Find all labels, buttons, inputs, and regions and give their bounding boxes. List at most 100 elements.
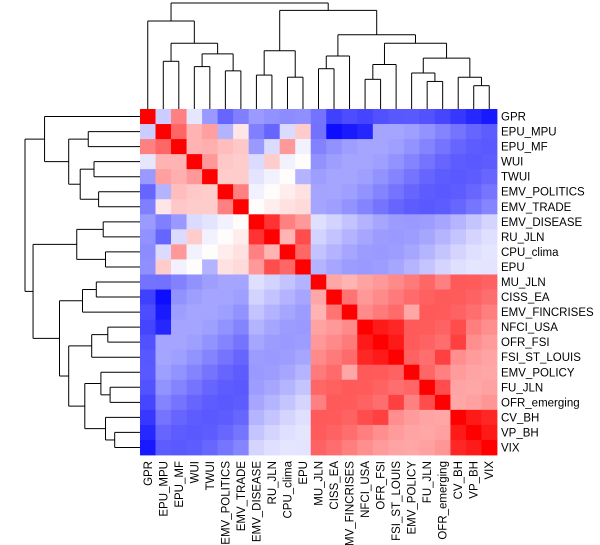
heatmap-cell-1-20 bbox=[450, 124, 467, 140]
heatmap-cell-19-21 bbox=[465, 394, 482, 411]
heatmap-cell-3-12 bbox=[326, 154, 343, 170]
heatmap-cell-2-11 bbox=[310, 139, 327, 155]
heatmap-cell-5-20 bbox=[450, 184, 467, 200]
heatmap-cell-16-8 bbox=[264, 349, 281, 366]
heatmap-cell-3-14 bbox=[357, 154, 374, 170]
heatmap-cell-17-13 bbox=[341, 364, 358, 381]
heatmap-cell-18-14 bbox=[357, 379, 374, 396]
heatmap-cell-21-3 bbox=[186, 424, 203, 441]
heatmap-cell-17-3 bbox=[186, 364, 203, 381]
heatmap-cell-21-5 bbox=[217, 424, 234, 441]
heatmap-cell-16-1 bbox=[155, 349, 172, 366]
column-label-1: EPU_MPU bbox=[158, 461, 170, 517]
heatmap-cell-10-9 bbox=[279, 259, 296, 275]
heatmap-cell-13-21 bbox=[465, 304, 482, 321]
heatmap-cell-16-16 bbox=[388, 349, 405, 366]
heatmap-cell-14-6 bbox=[233, 319, 250, 336]
column-label-17: EMV_POLICY bbox=[407, 461, 419, 535]
heatmap-cell-10-22 bbox=[481, 259, 498, 275]
heatmap-cell-7-3 bbox=[186, 214, 203, 230]
heatmap-cell-11-13 bbox=[341, 274, 358, 290]
heatmap-cell-20-20 bbox=[450, 409, 467, 426]
heatmap-cell-0-18 bbox=[419, 109, 436, 125]
heatmap-cell-19-12 bbox=[326, 394, 343, 411]
heatmap-cell-9-11 bbox=[310, 244, 327, 260]
heatmap-cell-15-12 bbox=[326, 334, 343, 351]
heatmap-cell-9-14 bbox=[357, 244, 374, 260]
heatmap-cell-0-0 bbox=[140, 109, 156, 125]
heatmap-cell-15-22 bbox=[481, 334, 498, 351]
heatmap-cell-17-8 bbox=[264, 364, 281, 381]
heatmap-cell-16-17 bbox=[403, 349, 420, 366]
heatmap-cell-7-14 bbox=[357, 214, 374, 230]
heatmap-cell-16-14 bbox=[357, 349, 374, 366]
heatmap-cell-14-16 bbox=[388, 319, 405, 336]
heatmap-cell-8-9 bbox=[279, 229, 296, 245]
heatmap-cell-22-5 bbox=[217, 439, 234, 456]
heatmap-cell-6-17 bbox=[403, 199, 420, 215]
heatmap-cell-21-18 bbox=[419, 424, 436, 441]
heatmap-cell-11-7 bbox=[248, 274, 265, 290]
heatmap-cell-13-12 bbox=[326, 304, 343, 321]
heatmap-cell-9-4 bbox=[202, 244, 219, 260]
heatmap-cell-5-5 bbox=[217, 184, 234, 200]
heatmap-cell-16-19 bbox=[434, 349, 451, 366]
heatmap-cell-3-0 bbox=[140, 154, 156, 170]
heatmap-cell-19-11 bbox=[310, 394, 327, 411]
heatmap-cell-6-0 bbox=[140, 199, 156, 215]
row-label-22: VIX bbox=[501, 442, 520, 454]
heatmap-cell-22-4 bbox=[202, 439, 219, 456]
heatmap-cell-6-11 bbox=[310, 199, 327, 215]
column-label-7: EMV_DISEASE bbox=[251, 461, 263, 542]
heatmap-cell-2-0 bbox=[140, 139, 156, 155]
heatmap-cell-22-17 bbox=[403, 439, 420, 456]
heatmap-cell-3-15 bbox=[372, 154, 389, 170]
heatmap-cell-13-20 bbox=[450, 304, 467, 321]
heatmap-cell-11-12 bbox=[326, 274, 343, 290]
heatmap-cell-17-17 bbox=[403, 364, 420, 381]
heatmap-cell-9-6 bbox=[233, 244, 250, 260]
heatmap-cell-9-2 bbox=[171, 244, 187, 260]
heatmap-cell-13-15 bbox=[372, 304, 389, 321]
heatmap-cell-13-9 bbox=[279, 304, 296, 321]
heatmap-cell-5-19 bbox=[434, 184, 451, 200]
heatmap-cell-9-19 bbox=[434, 244, 451, 260]
heatmap-cell-13-2 bbox=[171, 304, 187, 321]
heatmap-cell-0-22 bbox=[481, 109, 498, 125]
heatmap-cell-19-20 bbox=[450, 394, 467, 411]
heatmap-cell-13-19 bbox=[434, 304, 451, 321]
heatmap-cell-5-13 bbox=[341, 184, 358, 200]
heatmap-cell-6-5 bbox=[217, 199, 234, 215]
heatmap-cell-0-15 bbox=[372, 109, 389, 125]
heatmap-cell-0-13 bbox=[341, 109, 358, 125]
heatmap-cell-9-5 bbox=[217, 244, 234, 260]
heatmap-cell-11-2 bbox=[171, 274, 187, 290]
heatmap-cell-0-21 bbox=[465, 109, 482, 125]
heatmap-cell-0-16 bbox=[388, 109, 405, 125]
heatmap-cell-15-0 bbox=[140, 334, 156, 351]
column-label-11: MU_JLN bbox=[314, 461, 326, 506]
heatmap-cell-18-21 bbox=[465, 379, 482, 396]
heatmap-cell-22-0 bbox=[140, 439, 156, 456]
heatmap-cell-10-13 bbox=[341, 259, 358, 275]
heatmap-cell-20-14 bbox=[357, 409, 374, 426]
heatmap-cell-0-4 bbox=[202, 109, 219, 125]
heatmap-cell-2-1 bbox=[155, 139, 172, 155]
heatmap-cell-3-9 bbox=[279, 154, 296, 170]
heatmap-cell-16-22 bbox=[481, 349, 498, 366]
heatmap-cell-21-7 bbox=[248, 424, 265, 441]
heatmap-cell-6-4 bbox=[202, 199, 219, 215]
heatmap-cell-13-0 bbox=[140, 304, 156, 321]
row-dendrogram bbox=[24, 116, 140, 448]
heatmap-cell-20-4 bbox=[202, 409, 219, 426]
heatmap-cell-13-7 bbox=[248, 304, 265, 321]
heatmap-cell-20-7 bbox=[248, 409, 265, 426]
heatmap-cell-4-19 bbox=[434, 169, 451, 185]
heatmap-cell-11-15 bbox=[372, 274, 389, 290]
heatmap-cell-1-10 bbox=[295, 124, 312, 140]
heatmap-cell-5-2 bbox=[171, 184, 187, 200]
heatmap-cell-2-3 bbox=[186, 139, 203, 155]
heatmap-cell-20-0 bbox=[140, 409, 156, 426]
heatmap-cell-1-9 bbox=[279, 124, 296, 140]
heatmap-cell-2-7 bbox=[248, 139, 265, 155]
